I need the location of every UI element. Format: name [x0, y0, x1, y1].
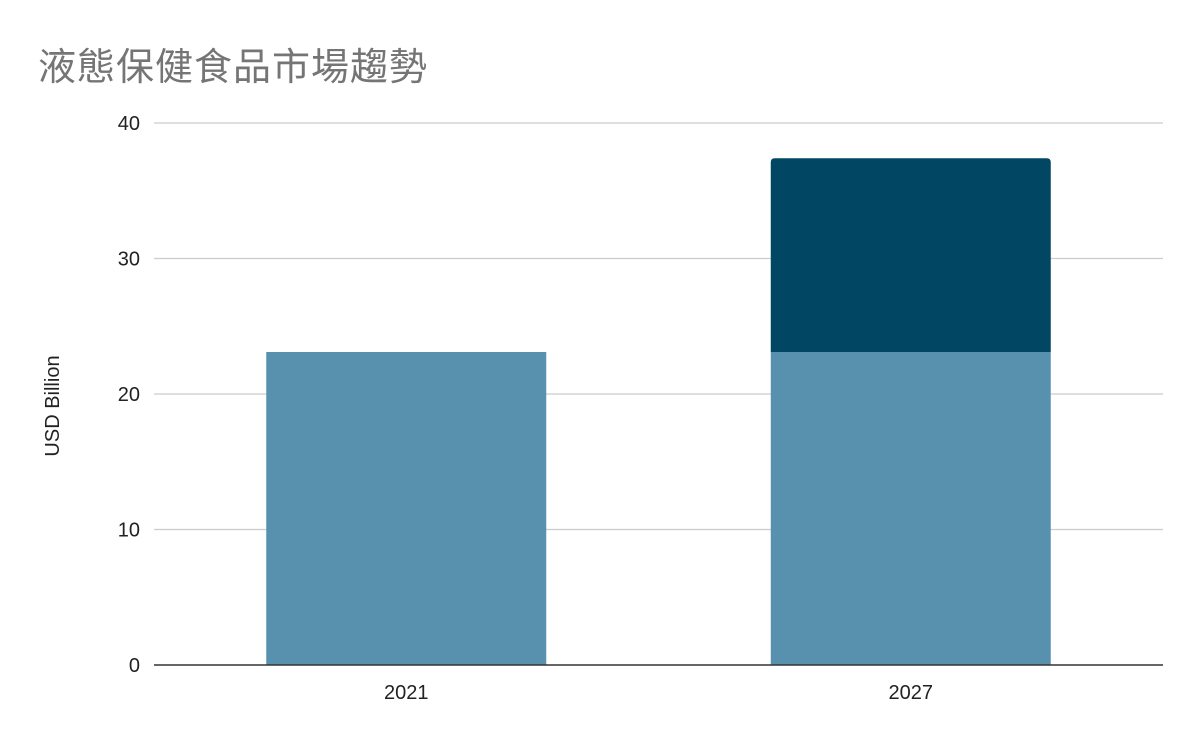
bar-2027-segment-2: [770, 158, 1051, 352]
y-tick-labels: 0 10 20 30 40: [118, 113, 140, 677]
y-tick-label: 0: [129, 655, 140, 677]
x-tick-labels: 2021 2027: [384, 682, 933, 704]
y-tick-label: 40: [118, 113, 140, 135]
bars: [266, 158, 1051, 665]
x-tick-label: 2021: [384, 682, 429, 704]
y-axis-title: USD Billion: [42, 355, 64, 456]
y-tick-label: 20: [118, 384, 140, 406]
x-tick-label: 2027: [889, 682, 934, 704]
bar-2021-segment-1: [266, 351, 547, 665]
y-tick-label: 30: [118, 249, 140, 271]
chart-title: 液態保健食品市場趨勢: [38, 45, 429, 89]
y-tick-label: 10: [118, 520, 140, 542]
bar-2027-segment-1: [770, 351, 1051, 665]
